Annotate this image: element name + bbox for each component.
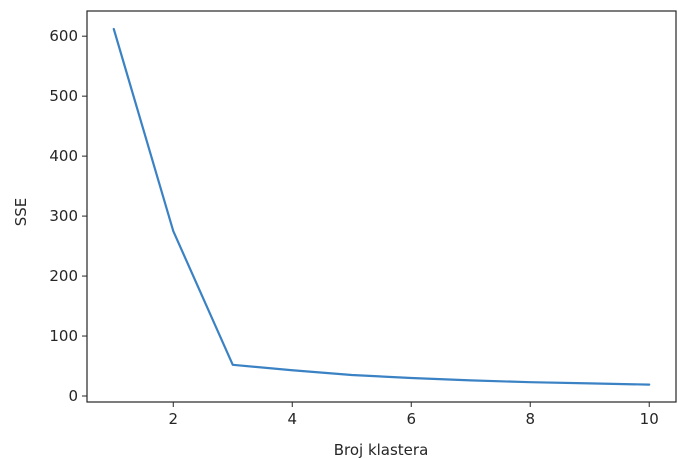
y-axis-label: SSE — [12, 198, 30, 227]
plot-area — [86, 10, 677, 403]
x-axis: 2 4 6 8 10 — [168, 402, 659, 428]
x-tick-label: 6 — [406, 410, 416, 428]
x-tick-label: 4 — [287, 410, 297, 428]
y-tick-label: 600 — [49, 27, 78, 45]
x-tick-label: 2 — [168, 410, 178, 428]
series-line-0 — [112, 27, 651, 386]
y-tick-label: 200 — [49, 267, 78, 285]
y-tick-label: 100 — [49, 327, 78, 345]
y-tick-label: 300 — [49, 207, 78, 225]
x-tick-label: 8 — [525, 410, 535, 428]
x-axis-label: Broj klastera — [334, 441, 429, 459]
plot-frame — [86, 10, 677, 403]
x-tick-label: 10 — [640, 410, 659, 428]
y-axis: 0 100 200 300 400 500 600 — [49, 27, 87, 405]
y-tick-label: 400 — [49, 147, 78, 165]
y-tick-label: 0 — [68, 387, 78, 405]
y-tick-label: 500 — [49, 87, 78, 105]
